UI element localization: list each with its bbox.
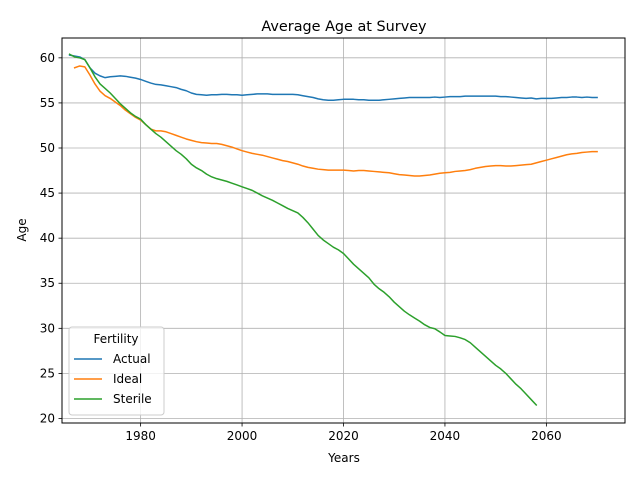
y-tick-label: 40 bbox=[40, 231, 55, 245]
y-tick-label: 50 bbox=[40, 141, 55, 155]
x-axis-title: Years bbox=[327, 451, 360, 465]
legend-label-actual: Actual bbox=[113, 352, 151, 366]
series-line-sterile bbox=[68, 53, 538, 407]
x-tick-label: 2000 bbox=[227, 429, 258, 443]
y-tick-label: 60 bbox=[40, 51, 55, 65]
series-line-ideal bbox=[73, 65, 598, 177]
y-axis-title: Age bbox=[15, 218, 29, 241]
y-axis-ticks: 20 25 30 35 40 45 50 55 60 bbox=[40, 51, 62, 425]
chart-title: Average Age at Survey bbox=[261, 19, 427, 35]
x-tick-label: 2020 bbox=[328, 429, 359, 443]
x-tick-label: 1980 bbox=[125, 429, 156, 443]
legend-label-ideal: Ideal bbox=[113, 372, 142, 386]
legend: Fertility Actual Ideal Sterile bbox=[68, 326, 165, 416]
legend-label-sterile: Sterile bbox=[113, 392, 152, 406]
y-tick-label: 25 bbox=[40, 366, 55, 380]
y-tick-label: 30 bbox=[40, 321, 55, 335]
series-line-actual bbox=[68, 54, 598, 101]
x-tick-label: 2040 bbox=[430, 429, 461, 443]
y-tick-label: 55 bbox=[40, 96, 55, 110]
series-lines bbox=[68, 53, 598, 407]
y-tick-label: 45 bbox=[40, 186, 55, 200]
x-tick-label: 2060 bbox=[531, 429, 562, 443]
y-tick-label: 20 bbox=[40, 411, 55, 425]
legend-box bbox=[68, 326, 165, 416]
legend-title: Fertility bbox=[93, 332, 138, 346]
y-tick-label: 35 bbox=[40, 276, 55, 290]
x-axis-ticks: 1980 2000 2020 2040 2060 bbox=[125, 423, 562, 443]
